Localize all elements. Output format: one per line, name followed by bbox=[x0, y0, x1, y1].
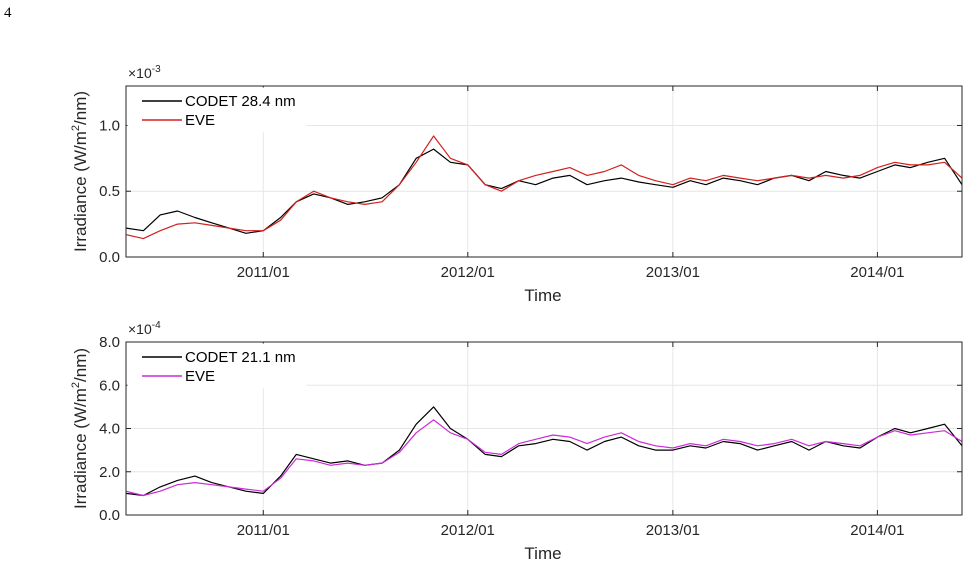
y-axis-title-sup: 2 bbox=[70, 382, 82, 388]
legend-label-1: CODET 21.1 nm bbox=[185, 349, 296, 366]
x-axis-title: Time bbox=[524, 286, 561, 305]
y-axis-title-text: Irradiance (W/m bbox=[71, 388, 90, 509]
y-axis-title: Irradiance (W/m2/nm) bbox=[70, 91, 90, 252]
y-axis-title: Irradiance (W/m2/nm) bbox=[70, 348, 90, 509]
y-tick-label: 2.0 bbox=[99, 464, 120, 481]
x-tick-label: 2013/01 bbox=[646, 522, 700, 539]
y-exponent-power: -3 bbox=[152, 64, 161, 75]
chart-top: 2011/01 2012/01 2013/01 2014/01 0.0 0.5 1.0 ×10… bbox=[70, 64, 963, 305]
y-tick-label: 8.0 bbox=[99, 334, 120, 351]
x-tick-label: 2014/01 bbox=[850, 522, 904, 539]
series-line-2 bbox=[125, 135, 963, 240]
x-axis-title: Time bbox=[524, 544, 561, 563]
x-tick-label: 2012/01 bbox=[441, 264, 495, 281]
legend-label-2: EVE bbox=[185, 368, 215, 385]
series-line-1 bbox=[125, 406, 963, 497]
x-tick-label: 2013/01 bbox=[646, 264, 700, 281]
legend-box bbox=[127, 343, 307, 389]
y-exponent-power: -4 bbox=[152, 320, 161, 331]
page-number: 4 bbox=[4, 5, 12, 21]
y-tick-label: 6.0 bbox=[99, 377, 120, 394]
x-tick-label: 2012/01 bbox=[441, 522, 495, 539]
y-tick-label: 4.0 bbox=[99, 421, 120, 438]
chart-bottom: 2011/01 2012/01 2013/01 2014/01 0.0 2.0 4.0 6.0… bbox=[70, 320, 963, 563]
y-axis-title-sup: 2 bbox=[70, 125, 82, 131]
legend-box bbox=[127, 87, 307, 133]
legend-label-2: EVE bbox=[185, 112, 215, 129]
y-axis-title-text: Irradiance (W/m bbox=[71, 131, 90, 252]
y-axis-title-text: /nm) bbox=[71, 91, 90, 125]
legend-label-1: CODET 28.4 nm bbox=[185, 93, 296, 110]
y-tick-label: 1.0 bbox=[99, 117, 120, 134]
y-exponent-label: ×10-3 bbox=[128, 64, 161, 81]
y-tick-label: 0.0 bbox=[99, 507, 120, 524]
series-line-2 bbox=[125, 419, 963, 497]
axes-box bbox=[125, 85, 963, 258]
y-axis-title-text: /nm) bbox=[71, 348, 90, 382]
y-tick-label: 0.0 bbox=[99, 249, 120, 266]
x-tick-label: 2014/01 bbox=[850, 264, 904, 281]
y-tick-label: 0.5 bbox=[99, 183, 120, 200]
y-exponent-label: ×10-4 bbox=[128, 320, 161, 337]
x-tick-label: 2011/01 bbox=[237, 522, 290, 539]
x-tick-label: 2011/01 bbox=[237, 264, 290, 281]
